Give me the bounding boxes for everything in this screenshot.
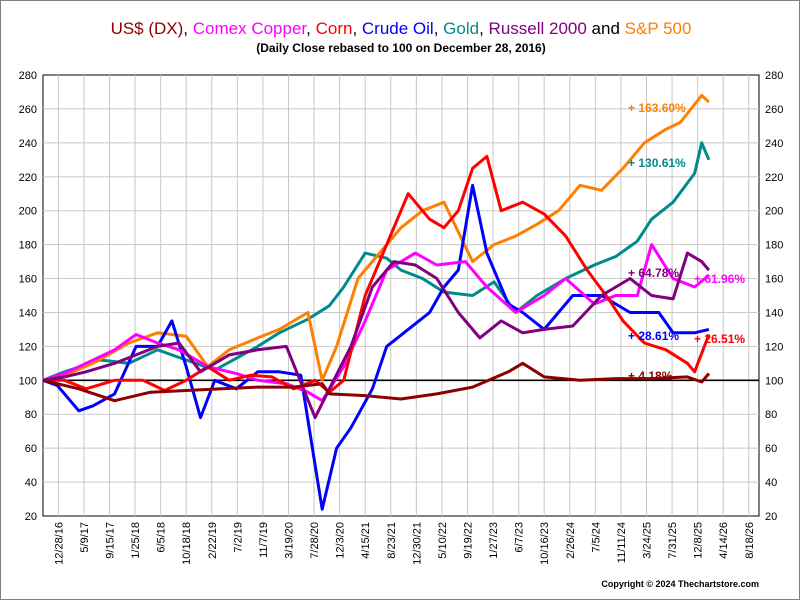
y-tick-label-right: 20 [765,511,777,523]
x-tick-label: 8/18/26 [744,522,756,559]
title-part: Crude Oil [361,19,434,38]
series-end-label: + 163.60% [628,101,686,115]
x-tick-label: 1/25/18 [130,522,142,559]
title-part: Russell 2000 [488,19,587,38]
title-part: US$ (DX) [110,19,184,38]
chart-subtitle: (Daily Close rebased to 100 on December … [256,41,546,55]
title-part: Comex Copper [192,19,307,38]
series-line [43,154,711,394]
title-part: and [586,19,625,38]
series-end-label: + 4.18% [628,369,673,383]
series-line [42,93,710,382]
x-tick-label: 5/10/22 [437,522,449,559]
x-tick-label: 7/31/25 [667,522,679,559]
x-tick-label: 3/24/25 [641,522,653,559]
x-tick-label: 7/2/19 [232,522,244,553]
series-line [42,251,711,420]
series-end-label: + 28.61% [628,329,679,343]
x-tick-label: 9/15/17 [104,522,116,559]
title-part: , [306,19,316,38]
x-tick-label: 7/5/24 [590,522,602,553]
title-part: , [433,19,444,38]
y-tick-label-left: 160 [19,274,37,286]
x-tick-label: 10/16/23 [539,522,551,565]
y-tick-label-left: 240 [19,138,37,150]
series-end-label: + 64.78% [628,266,679,280]
title-part: , [479,19,489,38]
y-tick-label-left: 180 [19,240,37,252]
x-tick-label: 1/27/23 [488,522,500,559]
y-tick-label-right: 260 [765,104,783,116]
y-tick-label-right: 280 [765,70,783,82]
x-tick-label: 11/11/24 [616,522,628,563]
y-tick-label-left: 20 [25,511,37,523]
x-tick-label: 3/19/20 [283,522,295,559]
y-tick-label-right: 120 [765,341,783,353]
x-tick-label: 12/3/20 [335,522,347,559]
y-tick-label-right: 60 [765,443,777,455]
title-part: S&P 500 [624,19,692,38]
y-tick-label-right: 200 [765,206,783,218]
y-tick-label-left: 40 [25,477,37,489]
y-tick-label-left: 60 [25,443,37,455]
y-tick-label-left: 140 [19,307,37,319]
x-tick-label: 12/28/16 [53,522,65,565]
y-tick-label-right: 140 [765,307,783,319]
x-tick-label: 8/23/21 [386,522,398,559]
x-tick-label: 2/26/24 [565,522,577,559]
series-line [42,141,711,382]
x-tick-label: 6/7/23 [514,522,526,553]
y-tick-label-right: 220 [765,172,783,184]
y-tick-label-right: 80 [765,409,777,421]
title-part: , [183,19,193,38]
x-tick-label: 10/18/18 [181,522,193,565]
y-tick-label-right: 40 [765,477,777,489]
series-line [42,361,711,403]
x-tick-label: 6/5/18 [156,522,168,553]
x-tick-label: 5/9/17 [79,522,91,553]
x-tick-label: 9/19/22 [462,522,474,559]
series-end-label: + 61.96% [694,272,745,286]
copyright-text: Copyright © 2024 Thechartstore.com [601,579,759,589]
x-tick-label: 11/7/19 [258,522,270,558]
y-tick-label-left: 120 [19,341,37,353]
x-tick-label: 2/22/19 [207,522,219,559]
series-end-label: + 26.51% [694,332,745,346]
series-line [42,243,710,403]
y-tick-label-left: 280 [19,70,37,82]
x-tick-label: 7/28/20 [309,522,321,559]
x-tick-label: 4/15/21 [360,522,372,559]
y-tick-label-left: 220 [19,172,37,184]
x-tick-label: 12/8/25 [693,522,705,559]
title-part: , [352,19,362,38]
y-tick-label-left: 80 [25,409,37,421]
y-tick-label-left: 100 [19,375,37,387]
title-part: Gold [443,19,480,38]
x-tick-label: 12/30/21 [411,522,423,565]
y-tick-label-right: 100 [765,375,783,387]
y-tick-label-right: 180 [765,240,783,252]
y-tick-label-left: 200 [19,206,37,218]
y-tick-label-left: 260 [19,104,37,116]
title-part: Corn [315,19,353,38]
chart-title: US$ (DX), Comex Copper, Corn, Crude Oil,… [1,19,800,39]
series-end-label: + 130.61% [628,156,686,170]
y-tick-label-right: 160 [765,274,783,286]
y-tick-label-right: 240 [765,138,783,150]
x-tick-label: 4/14/26 [718,522,730,559]
